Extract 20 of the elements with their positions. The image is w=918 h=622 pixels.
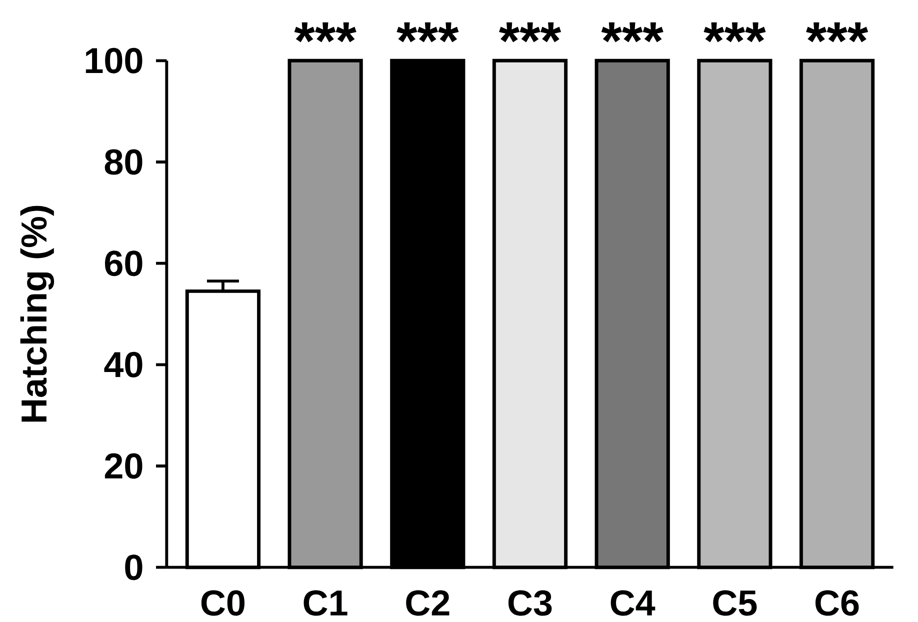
x-tick-label: C3 — [508, 590, 552, 616]
annotation: *** — [806, 22, 868, 42]
x-tick-label: C2 — [406, 590, 450, 616]
y-tick-label: 0 — [125, 554, 142, 580]
x-tick-label: C1 — [304, 590, 348, 616]
y-tick-label: 80 — [104, 149, 142, 175]
y-tick-label: 100 — [86, 48, 142, 74]
x-tick-label: C4 — [610, 590, 656, 616]
y-tick-label: 20 — [104, 453, 142, 479]
x-tick-label: C5 — [713, 590, 757, 616]
annotation: *** — [704, 22, 766, 42]
annotation: *** — [601, 22, 664, 42]
annotation: *** — [499, 22, 562, 42]
y-tick-label: 40 — [104, 352, 142, 378]
annotation: *** — [396, 22, 459, 42]
y-axis-title: Hatching (%) — [20, 206, 54, 422]
annotation: *** — [294, 22, 356, 42]
y-tick-label: 60 — [105, 250, 142, 276]
x-tick-label: C6 — [816, 590, 859, 616]
x-tick-label: C0 — [201, 590, 244, 616]
